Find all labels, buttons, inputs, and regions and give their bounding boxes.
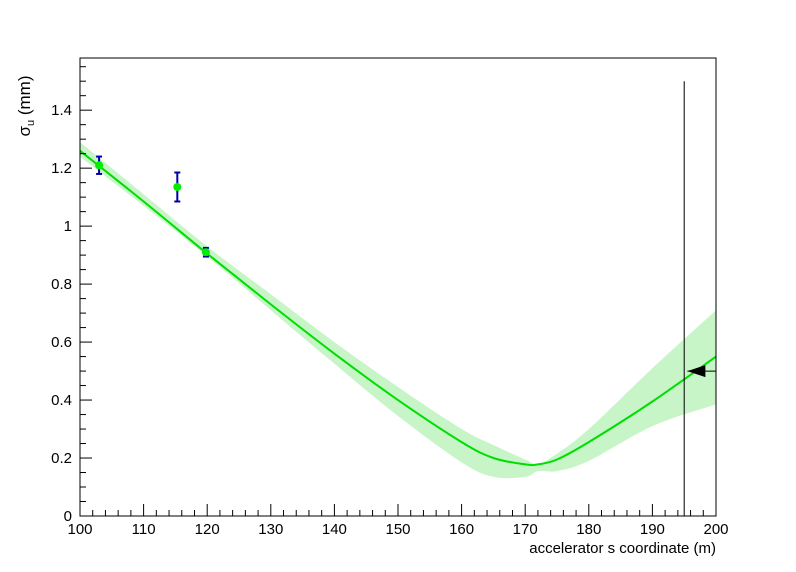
x-tick-label: 190 bbox=[640, 521, 665, 538]
y-tick-label: 1 bbox=[64, 218, 72, 235]
data-marker bbox=[173, 183, 181, 191]
axes: 100 110 120 130 140 150 160 170 180 190 20000.20.4… bbox=[51, 67, 728, 538]
data-marker bbox=[202, 248, 210, 256]
y-tick-label: 0.8 bbox=[51, 276, 72, 293]
x-tick-label: 150 bbox=[385, 521, 410, 538]
x-tick-label: 170 bbox=[513, 521, 538, 538]
fit-confidence-band bbox=[80, 142, 716, 478]
y-axis-label: σu (mm) bbox=[15, 76, 37, 137]
y-tick-label: 0.6 bbox=[51, 334, 72, 351]
x-tick-label: 160 bbox=[449, 521, 474, 538]
y-tick-label: 0 bbox=[64, 508, 72, 525]
x-tick-label: 200 bbox=[703, 521, 728, 538]
annotations bbox=[684, 81, 716, 516]
x-axis-label: accelerator s coordinate (m) bbox=[529, 540, 716, 557]
x-tick-label: 120 bbox=[195, 521, 220, 538]
plot-frame bbox=[80, 58, 716, 516]
y-tick-label: 1.4 bbox=[51, 102, 72, 119]
measurement-point bbox=[173, 173, 181, 202]
x-tick-label: 140 bbox=[322, 521, 347, 538]
y-tick-label: 0.4 bbox=[51, 392, 72, 409]
y-axis-label-unit: (mm) bbox=[15, 76, 34, 120]
data-marker bbox=[95, 161, 103, 169]
x-tick-label: 110 bbox=[132, 521, 156, 538]
y-tick-label: 1.2 bbox=[51, 160, 72, 177]
y-tick-label: 0.2 bbox=[51, 450, 72, 467]
y-axis-label-symbol: σ bbox=[15, 126, 34, 137]
x-tick-label: 180 bbox=[576, 521, 601, 538]
x-tick-label: 130 bbox=[258, 521, 283, 538]
